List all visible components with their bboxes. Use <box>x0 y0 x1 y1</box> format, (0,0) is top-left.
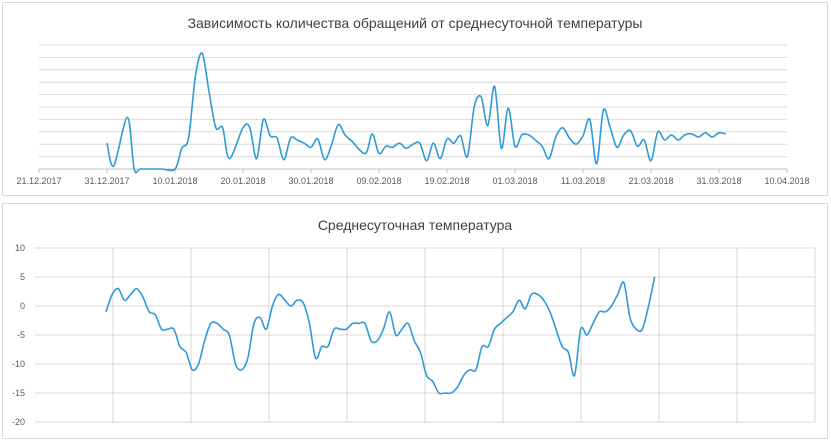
temperature-chart-plot: 10 5 0 -5 -10 -15 -20 <box>12 243 816 427</box>
y-tick-label: -10 <box>12 359 25 369</box>
y-tick-label: -5 <box>17 330 25 340</box>
requests-chart: Зависимость количества обращений от сред… <box>2 2 828 196</box>
x-tick-label: 31.03.2018 <box>696 176 741 186</box>
y-tick-label: 5 <box>20 272 25 282</box>
x-tick-label: 30.01.2018 <box>288 176 333 186</box>
series-line <box>105 276 656 395</box>
x-tick-label: 31.12.2017 <box>84 176 129 186</box>
x-tick-label: 10.01.2018 <box>152 176 197 186</box>
temperature-chart: Среднесуточная температура 10 5 0 -5 -10 -15 -… <box>2 203 828 439</box>
series-line <box>106 52 726 174</box>
y-tick-label: -20 <box>12 417 25 427</box>
x-tick-label: 10.04.2018 <box>764 176 809 186</box>
x-tick-label: 19.02.2018 <box>424 176 469 186</box>
x-tick-label: 21.12.2017 <box>16 176 61 186</box>
chart-title: Среднесуточная температура <box>317 217 513 233</box>
y-tick-label: 0 <box>20 301 25 311</box>
y-tick-label: -15 <box>12 388 25 398</box>
x-tick-label: 01.03.2018 <box>492 176 537 186</box>
requests-chart-plot: 21.12.2017 31.12.2017 10.01.2018 20.01.2018… <box>16 44 810 186</box>
x-tick-label: 20.01.2018 <box>220 176 265 186</box>
x-tick-label: 09.02.2018 <box>356 176 401 186</box>
y-tick-label: 10 <box>15 243 25 253</box>
x-tick-label: 11.03.2018 <box>561 176 605 186</box>
chart-title: Зависимость количества обращений от сред… <box>187 15 643 31</box>
x-tick-label: 21.03.2018 <box>628 176 673 186</box>
